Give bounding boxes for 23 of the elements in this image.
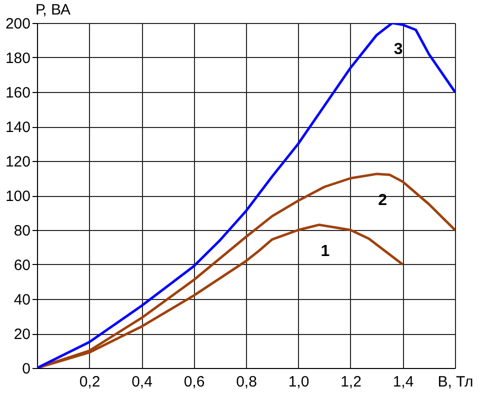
series-label: 2 xyxy=(378,192,388,209)
y-tick-label: 20 xyxy=(14,326,30,343)
y-tick-label: 0 xyxy=(22,360,30,378)
x-tick-label: 1,0 xyxy=(288,374,310,390)
x-tick-label: 1,4 xyxy=(392,374,414,390)
y-tick-label: 140 xyxy=(5,119,30,136)
x-tick-label: 0,4 xyxy=(132,374,152,390)
y-tick-label: 180 xyxy=(5,50,30,67)
y-tick-label: 120 xyxy=(5,154,30,170)
y-tick-label: 100 xyxy=(5,188,30,205)
y-tick-label: 40 xyxy=(14,292,30,308)
y-tick-label: 200 xyxy=(5,16,30,32)
series-label: 1 xyxy=(320,242,330,260)
x-tick-label: 0,2 xyxy=(79,374,100,390)
x-tick-label: 0,6 xyxy=(184,374,205,390)
y-tick-label: 160 xyxy=(5,84,30,102)
x-tick-label: 1,2 xyxy=(340,374,362,390)
y-tick-label: 80 xyxy=(14,222,30,240)
x-tick-label: 0,8 xyxy=(236,374,257,390)
series-label: 3 xyxy=(394,41,403,58)
y-axis-title: Р, ВА xyxy=(36,2,71,18)
y-tick-label: 60 xyxy=(14,257,30,274)
x-axis-title: В, Тл xyxy=(438,374,474,390)
